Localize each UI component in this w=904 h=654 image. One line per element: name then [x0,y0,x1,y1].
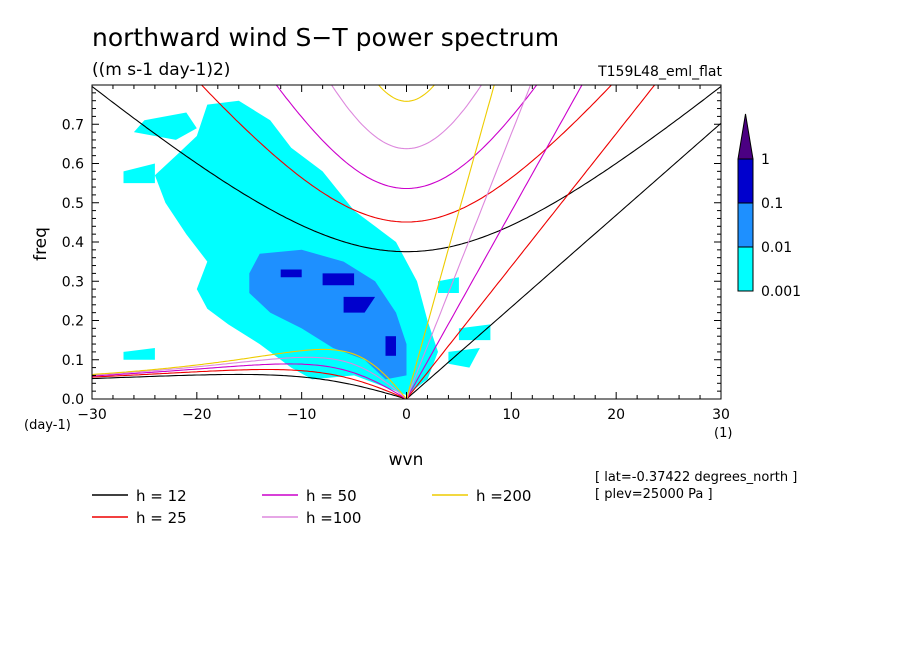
y-tick-label: 0.7 [62,117,84,133]
curve-kelvin-h25 [406,85,656,399]
axes: −30 −20 −10 0 10 20 30 0.0 0.1 0.2 0.3 0.4 0.5 0.6 0.7 [62,84,730,423]
power-region-12 [385,336,396,356]
chart-title: northward wind S−T power spectrum [92,23,559,52]
info-pressure-level: [ plev=25000 Pa ] [595,487,713,502]
y-axis-label: freq [31,227,51,261]
curve-gravity-h25 [200,85,613,223]
curve-rossby-h25 [92,368,407,399]
info-latitude: [ lat=-0.37422 degrees_north ] [595,470,797,485]
y-tick-label: 0.2 [62,314,84,330]
power-region-3 [228,143,260,164]
power-region-8 [249,249,407,380]
curve-rossby-h200 [92,348,407,399]
legend-label: h =100 [306,509,361,527]
legend-label: h = 12 [136,487,187,505]
power-region-2 [123,163,155,184]
power-region-10 [322,273,355,286]
x-tick-label: 30 [712,407,730,423]
colorbar-segment [737,246,754,292]
colorbar-label: 0.1 [761,196,783,212]
y-tick-label: 0.6 [62,157,84,173]
x-tick-label: 0 [402,407,411,423]
run-label: T159L48_eml_flat [597,64,722,80]
x-tick-label: −20 [182,407,212,423]
legend: h = 12 h = 25 h = 50 h =100 h =200 [92,487,531,527]
power-region-4 [438,277,459,293]
colorbar-label: 1 [761,152,770,168]
colorbar-label: 0.001 [761,284,801,300]
y-tick-label: 0.0 [62,392,84,408]
y-tick-label: 0.1 [62,353,84,369]
power-region-5 [458,324,491,341]
x-tick-label: 20 [607,407,625,423]
colorbar-top-arrow [737,113,754,160]
x-tick-label: −10 [287,407,317,423]
power-region-6 [448,348,480,368]
curve-rossby-h12 [92,373,407,399]
curve-kelvin-h100 [405,85,532,399]
curve-gravity-h50 [275,85,538,190]
colorbar-segment [737,158,754,204]
legend-label: h = 25 [136,509,187,527]
curve-rossby-h50 [92,363,407,399]
y-unit-label: (day-1) [24,418,71,433]
x-unit-label: (1) [714,426,732,441]
colorbar-segment [737,202,754,248]
y-tick-label: 0.5 [62,196,84,212]
y-tick-label: 0.4 [62,235,84,251]
colorbar: 0.001 0.01 0.1 1 [737,113,801,300]
power-region-11 [343,296,376,313]
curve-gravity-h200 [377,85,436,102]
legend-label: h =200 [476,487,531,505]
x-axis-label: wvn [389,450,424,470]
power-region-9 [280,269,302,278]
curve-kelvin-h12 [406,122,721,399]
x-tick-label: 10 [502,407,520,423]
x-tick-label: −30 [77,407,107,423]
dispersion-curves [92,85,721,399]
curve-gravity-h100 [330,85,483,150]
curve-gravity-h12 [92,85,721,253]
chart-subtitle: ((m s-1 day-1)2) [92,60,230,80]
power-regions [123,100,491,396]
power-region-1 [133,112,197,140]
curve-kelvin-h200 [405,85,495,399]
colorbar-label: 0.01 [761,240,792,256]
curve-kelvin-h50 [406,85,583,399]
legend-label: h = 50 [306,487,357,505]
y-tick-label: 0.3 [62,274,84,290]
power-region-7 [123,348,155,360]
curve-rossby-h100 [92,356,407,399]
